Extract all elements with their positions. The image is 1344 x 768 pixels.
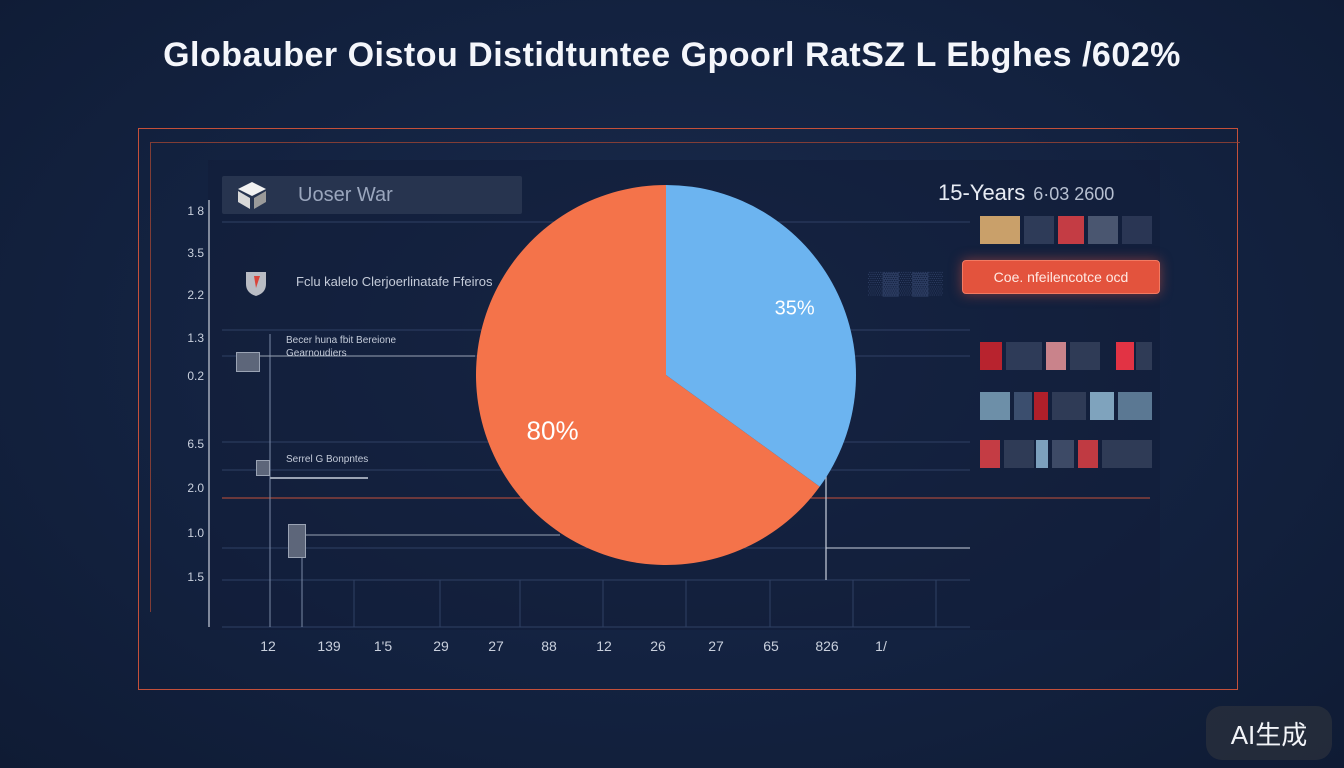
- legend-label-a2: Gearnoudiers: [286, 348, 347, 359]
- pie-label-orange: 80%: [527, 416, 579, 446]
- x-tick-label: 12: [260, 638, 276, 654]
- shield-icon: [246, 272, 266, 296]
- x-tick-label: 26: [650, 638, 666, 654]
- period-label: 15-Years 6·03 2600: [938, 180, 1114, 206]
- cube-icon: [238, 182, 266, 209]
- confidence-button[interactable]: Coe. nfeilencotce ocd: [962, 260, 1160, 294]
- y-tick-label: 1.5: [187, 570, 204, 584]
- legend-label-a: Becer huna fbit Bereione: [286, 335, 397, 346]
- y-tick-label: 2.2: [187, 288, 204, 302]
- x-tick-label: 826: [815, 638, 839, 654]
- pie-label-blue: 35%: [775, 298, 815, 320]
- mini-bar-4: [980, 440, 1152, 468]
- page-title: Globauber Oistou Distidtuntee Gpoorl Rat…: [163, 36, 1181, 74]
- y-tick-label: 0.2: [187, 369, 204, 383]
- y-tick-label: 3.5: [187, 246, 204, 260]
- ghost-glyphs: ▒▓▒▓▒: [868, 270, 943, 295]
- pie-slice-orange: [476, 185, 820, 566]
- y-tick-label: 6.5: [187, 437, 204, 451]
- y-tick-label: 1 8: [187, 204, 204, 218]
- slider-handle-b[interactable]: [256, 460, 270, 476]
- y-tick-label: 1.0: [187, 526, 204, 540]
- period-extra: 6·03 2600: [1033, 184, 1115, 204]
- x-tick-label: 27: [708, 638, 724, 654]
- mini-bar-2: [980, 342, 1152, 370]
- slider-handle-a[interactable]: [236, 352, 260, 372]
- period-years: 15-Years: [938, 180, 1026, 205]
- x-tick-label: 1'5: [374, 638, 392, 654]
- y-tick-label: 1.3: [187, 331, 204, 345]
- slider-handle-c[interactable]: [288, 524, 306, 558]
- legend-header[interactable]: Uoser War: [222, 176, 522, 214]
- ai-generated-badge: AI生成: [1206, 706, 1332, 760]
- chart-frame: [138, 128, 1238, 690]
- x-tick-label: 1/: [875, 638, 887, 654]
- legend-sub-label: Fclu kalelo Clerjoerlinatafe Ffeiros: [296, 274, 493, 289]
- x-tick-label: 65: [763, 638, 779, 654]
- mini-bar-3: [980, 392, 1152, 420]
- mini-bar-1: [980, 216, 1152, 244]
- y-tick-label: 2.0: [187, 481, 204, 495]
- legend-header-label: Uoser War: [298, 183, 393, 206]
- legend-label-b: Serrel G Bonpntes: [286, 454, 369, 465]
- x-tick-label: 27: [488, 638, 504, 654]
- pie-slice-blue: [666, 185, 856, 487]
- chart-frame-inner: [150, 142, 1240, 612]
- x-tick-label: 12: [596, 638, 612, 654]
- x-tick-label: 29: [433, 638, 449, 654]
- x-tick-label: 88: [541, 638, 557, 654]
- x-tick-label: 139: [317, 638, 341, 654]
